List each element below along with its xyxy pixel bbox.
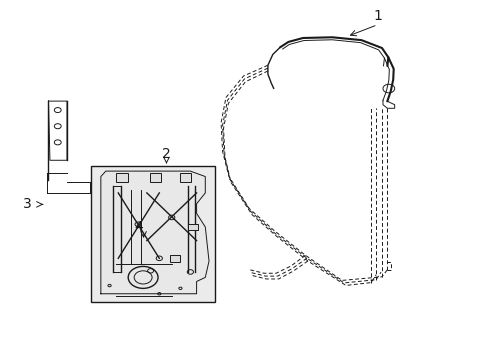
Text: 4: 4 [134,220,143,234]
Bar [187,224,198,230]
Polygon shape [101,171,208,294]
Bar [150,173,161,182]
Text: 3: 3 [23,197,32,211]
Bar [91,166,215,302]
Bar [116,173,127,182]
Text: 1: 1 [372,9,381,23]
Bar [180,173,191,182]
Bar [170,255,180,262]
Text: 2: 2 [162,147,170,161]
